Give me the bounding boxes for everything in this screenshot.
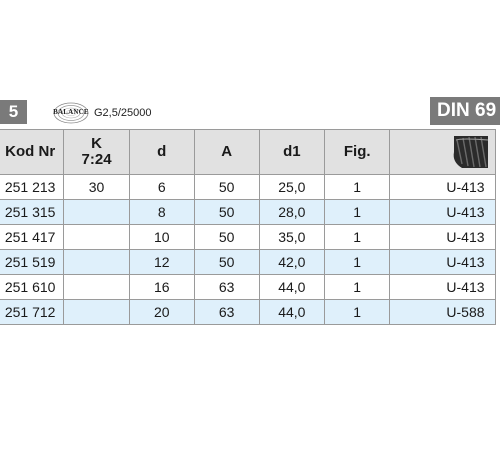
cell-fig: 1 [324,174,391,200]
col-fig: Fig. [324,129,391,175]
col-d: d [128,129,195,175]
cell-fig: 1 [324,299,391,325]
cell-d1: 25,0 [258,174,326,200]
table-row: 251 315 8 50 28,0 1 U-413 [0,199,496,225]
cell-kod: 251 315 [0,199,65,225]
table-header-row: Kod Nr K 7:24 d A d1 Fig. [0,129,496,175]
cell-d: 20 [128,299,195,325]
cell-d1: 28,0 [258,199,326,225]
cell-d: 6 [128,174,195,200]
col-d1: d1 [258,129,326,175]
cell-fig: 1 [324,199,391,225]
col-k-line1: K [91,135,102,152]
cell-d1: 44,0 [258,299,326,325]
cell-a: 50 [193,174,260,200]
cell-ref: U-413 [389,224,496,250]
cell-a: 50 [193,199,260,225]
cell-d1: 35,0 [258,224,326,250]
cell-a: 63 [193,299,260,325]
cell-d: 12 [128,249,195,275]
cell-kod: 251 712 [0,299,65,325]
cell-ref: U-413 [389,249,496,275]
cell-d1: 42,0 [258,249,326,275]
cell-k [63,199,130,225]
cell-d: 16 [128,274,195,300]
threaded-tool-icon [454,136,489,168]
col-a: A [193,129,260,175]
cell-kod: 251 610 [0,274,65,300]
cell-ref: U-413 [389,174,496,200]
cell-d: 10 [128,224,195,250]
cell-kod: 251 213 [0,174,65,200]
table-row: 251 213 30 6 50 25,0 1 U-413 [0,174,496,200]
cell-ref: U-413 [389,274,496,300]
cell-k [63,224,130,250]
cell-k [63,249,130,275]
left-din-badge: 5 [0,100,27,124]
cell-k [63,299,130,325]
cell-d1: 44,0 [258,274,326,300]
col-k: K 7:24 [63,129,130,175]
cell-a: 50 [193,224,260,250]
balance-spiral-icon: BALANCE [52,102,90,124]
cell-k: 30 [63,174,130,200]
cell-ref: U-588 [389,299,496,325]
cell-k [63,274,130,300]
balance-grade-text: G2,5/25000 [94,107,152,119]
table-row: 251 519 12 50 42,0 1 U-413 [0,249,496,275]
right-din-badge: DIN 69 [430,97,500,125]
balance-grade: BALANCE G2,5/25000 [52,102,152,124]
cell-a: 50 [193,249,260,275]
cell-fig: 1 [324,224,391,250]
table-row: 251 610 16 63 44,0 1 U-413 [0,274,496,300]
cell-fig: 1 [324,249,391,275]
balance-logo-word: BALANCE [53,108,89,116]
cell-d: 8 [128,199,195,225]
col-k-line2: 7:24 [81,151,112,168]
cell-ref: U-413 [389,199,496,225]
cell-kod: 251 417 [0,224,65,250]
table-row: 251 712 20 63 44,0 1 U-588 [0,299,496,325]
cell-fig: 1 [324,274,391,300]
cell-kod: 251 519 [0,249,65,275]
col-tool-image [389,129,496,175]
col-kod-nr: Kod Nr [0,129,65,175]
cell-a: 63 [193,274,260,300]
spec-table: Kod Nr K 7:24 d A d1 Fig. [0,129,496,325]
table-row: 251 417 10 50 35,0 1 U-413 [0,224,496,250]
